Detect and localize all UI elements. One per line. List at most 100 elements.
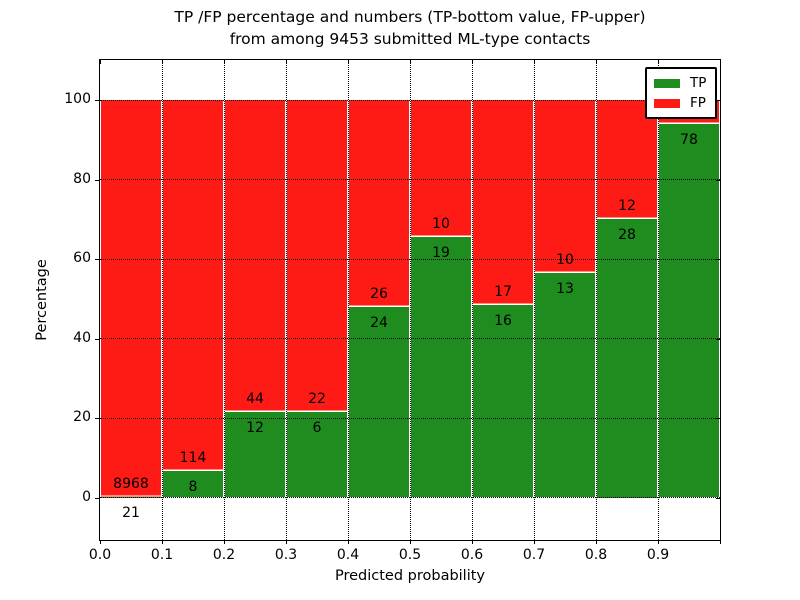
y-tick-label: 20 [73, 409, 91, 425]
x-tick [100, 540, 101, 544]
x-gridline [285, 60, 287, 540]
x-tick-label: 0.9 [646, 547, 670, 563]
x-gridline [409, 60, 411, 540]
x-gridline [533, 60, 535, 540]
x-tick-label: 0.5 [398, 547, 422, 563]
x-tick-label: 0.8 [584, 547, 608, 563]
x-gridline [223, 60, 225, 540]
tp-bar-segment [597, 219, 657, 498]
x-tick-label: 0.4 [336, 547, 360, 563]
x-tick [286, 60, 287, 64]
fp-bar-segment [473, 100, 533, 305]
y-tick [95, 100, 100, 101]
tp-bar-segment [349, 306, 409, 498]
legend-swatch-fp [654, 98, 680, 108]
legend-item: FP [654, 93, 706, 113]
x-tick [348, 540, 349, 544]
y-tick [95, 418, 100, 419]
legend: TP FP [645, 67, 718, 119]
tp-bar-segment [163, 471, 223, 498]
y-tick [716, 497, 720, 499]
fp-bar-segment [287, 100, 347, 413]
tp-count-label: 78 [680, 131, 698, 148]
tp-count-label: 12 [246, 420, 264, 437]
y-tick [716, 100, 720, 101]
x-gridline [161, 60, 163, 540]
x-tick-label: 0.6 [460, 547, 484, 563]
fp-bar-segment [535, 100, 595, 273]
tp-bar-segment [659, 123, 719, 498]
x-tick [162, 540, 163, 544]
tp-count-label: 8 [188, 479, 198, 496]
x-tick [596, 540, 597, 544]
tp-count-label: 13 [556, 280, 574, 297]
tp-count-label: 16 [494, 312, 512, 329]
x-tick [658, 60, 659, 64]
x-gridline [595, 60, 597, 540]
chart-title-line2: from among 9453 submitted ML-type contac… [229, 30, 591, 48]
fp-count-label: 12 [618, 198, 636, 215]
y-tick [716, 259, 720, 260]
tp-count-label: 19 [432, 245, 450, 262]
x-gridline [657, 60, 659, 540]
fp-count-label: 26 [370, 285, 388, 302]
tp-count-label: 6 [312, 420, 322, 437]
y-tick-label: 100 [64, 91, 91, 107]
fp-count-label: 44 [246, 391, 264, 408]
y-tick [716, 418, 720, 419]
tp-count-label: 21 [122, 504, 140, 521]
x-tick-label: 0.7 [522, 547, 546, 563]
x-tick [224, 540, 225, 544]
y-tick [716, 338, 720, 340]
fp-bar-segment [597, 100, 657, 220]
fp-bar-segment [349, 100, 409, 307]
fp-bar-segment [101, 100, 161, 497]
fp-count-label: 22 [308, 391, 326, 408]
x-gridline [347, 60, 349, 540]
y-tick [95, 338, 100, 340]
y-tick [95, 259, 100, 260]
x-tick [720, 540, 721, 544]
x-tick [348, 60, 349, 64]
tp-bar-segment [473, 304, 533, 498]
x-tick [596, 60, 597, 64]
y-tick [95, 497, 100, 499]
fp-count-label: 8968 [113, 475, 149, 492]
x-tick-label: 0.2 [212, 547, 236, 563]
fp-bar-segment [163, 100, 223, 472]
y-tick [716, 179, 720, 181]
x-tick [410, 540, 411, 544]
tp-count-label: 24 [370, 314, 388, 331]
chart-title-line1: TP /FP percentage and numbers (TP-bottom… [174, 8, 646, 26]
x-tick [534, 540, 535, 544]
fp-bar-segment [411, 100, 471, 238]
chart-title: TP /FP percentage and numbers (TP-bottom… [100, 6, 720, 50]
legend-swatch-tp [654, 78, 680, 88]
y-tick-label: 0 [82, 488, 91, 505]
fp-count-label: 114 [179, 450, 207, 467]
fp-count-label: 17 [494, 283, 512, 300]
x-tick [162, 60, 163, 64]
x-gridline [471, 60, 473, 540]
fp-count-label: 10 [556, 251, 574, 268]
x-tick-label: 0.3 [274, 547, 298, 563]
tp-count-label: 28 [618, 227, 636, 244]
y-tick-label: 40 [73, 329, 91, 346]
tp-bar-segment [535, 272, 595, 498]
x-tick-label: 0.0 [88, 547, 112, 563]
tp-bar-segment [411, 237, 471, 498]
plot-area: TP FP 8968 21 114 8 44 12 22 6 26 24 10 19 17 16 10 13 12… [95, 59, 721, 544]
x-tick [224, 60, 225, 64]
x-tick [410, 60, 411, 64]
legend-label: FP [690, 95, 706, 111]
x-tick [534, 60, 535, 64]
legend-label: TP [690, 75, 707, 91]
tp-bar-segment [225, 412, 285, 498]
y-tick-label: 80 [73, 170, 91, 187]
x-tick [100, 60, 101, 64]
legend-item: TP [654, 73, 706, 93]
x-tick-label: 0.1 [150, 547, 174, 563]
x-tick [286, 540, 287, 544]
tp-bar-segment [287, 412, 347, 498]
